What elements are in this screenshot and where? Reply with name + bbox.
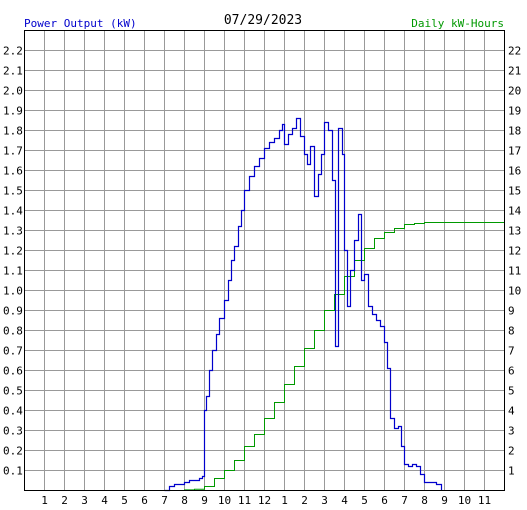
plot-frame [24, 30, 505, 491]
right-tick-label: 20 [508, 85, 521, 98]
right-tick-label: 9 [508, 305, 515, 318]
x-tick-label: 8 [421, 494, 428, 507]
x-tick-label: 7 [161, 494, 168, 507]
left-tick-label: 2.1 [3, 65, 23, 78]
x-tick-label: 11 [478, 494, 491, 507]
right-tick-label: 21 [508, 65, 521, 78]
grid-lines [24, 30, 505, 491]
right-tick-label: 18 [508, 125, 521, 138]
right-tick-label: 6 [508, 365, 515, 378]
x-tick-label: 3 [321, 494, 328, 507]
left-tick-label: 1.2 [3, 245, 23, 258]
left-tick-label: 0.1 [3, 465, 23, 478]
left-tick-label: 2.2 [3, 45, 23, 58]
x-tick-label: 11 [238, 494, 251, 507]
right-tick-label: 4 [508, 405, 515, 418]
power-output-line [164, 117, 443, 492]
x-tick-label: 1 [281, 494, 288, 507]
chart-date-title: 07/29/2023 [224, 13, 302, 28]
right-tick-label: 15 [508, 185, 521, 198]
right-tick-label: 22 [508, 45, 521, 58]
right-tick-label: 16 [508, 165, 521, 178]
x-tick-label: 9 [441, 494, 448, 507]
right-tick-label: 8 [508, 325, 515, 338]
right-tick-label: 2 [508, 445, 515, 458]
left-tick-label: 1.9 [3, 105, 23, 118]
x-tick-label: 2 [61, 494, 68, 507]
left-tick-label: 1.8 [3, 125, 23, 138]
x-tick-label: 9 [201, 494, 208, 507]
left-tick-label: 1.5 [3, 185, 23, 198]
left-tick-label: 0.8 [3, 325, 23, 338]
right-tick-label: 11 [508, 265, 521, 278]
left-tick-label: 1.4 [3, 205, 23, 218]
x-tick-label: 6 [141, 494, 148, 507]
daily-kwh-axis-label: Daily kW-Hours [411, 17, 504, 30]
right-tick-label: 1 [508, 465, 515, 478]
tick-labels: 1 2 3 4 5 6 7 8 9 10 11 12 1 2 3 4 5 6 7 8 9 10 110.10.20.30.4… [3, 45, 522, 508]
series-lines [164, 117, 505, 492]
right-tick-label: 14 [508, 205, 522, 218]
right-tick-label: 17 [508, 145, 521, 158]
right-tick-label: 10 [508, 285, 521, 298]
x-tick-label: 5 [121, 494, 128, 507]
left-tick-label: 2.0 [3, 85, 23, 98]
right-tick-label: 19 [508, 105, 521, 118]
x-tick-label: 2 [301, 494, 308, 507]
left-tick-label: 0.2 [3, 445, 23, 458]
x-tick-label: 12 [258, 494, 271, 507]
left-tick-label: 1.3 [3, 225, 23, 238]
left-tick-label: 0.3 [3, 425, 23, 438]
left-tick-label: 0.9 [3, 305, 23, 318]
right-tick-label: 5 [508, 385, 515, 398]
x-tick-label: 1 [41, 494, 48, 507]
right-tick-label: 3 [508, 425, 515, 438]
left-tick-label: 0.4 [3, 405, 23, 418]
right-tick-label: 13 [508, 225, 521, 238]
x-tick-label: 4 [101, 494, 108, 507]
x-tick-label: 8 [181, 494, 188, 507]
x-tick-label: 7 [401, 494, 408, 507]
left-tick-label: 0.7 [3, 345, 23, 358]
x-tick-label: 5 [361, 494, 368, 507]
left-tick-label: 1.1 [3, 265, 23, 278]
x-tick-label: 4 [341, 494, 348, 507]
left-tick-label: 0.5 [3, 385, 23, 398]
left-tick-label: 1.0 [3, 285, 23, 298]
left-tick-label: 0.6 [3, 365, 23, 378]
x-tick-label: 10 [458, 494, 471, 507]
x-tick-label: 6 [381, 494, 388, 507]
left-tick-label: 1.7 [3, 145, 23, 158]
right-tick-label: 7 [508, 345, 515, 358]
x-tick-label: 10 [218, 494, 231, 507]
left-tick-label: 1.6 [3, 165, 23, 178]
x-tick-label: 3 [81, 494, 88, 507]
daily-kwh-line [164, 222, 505, 491]
right-tick-label: 12 [508, 245, 521, 258]
power-output-axis-label: Power Output (kW) [24, 17, 137, 30]
